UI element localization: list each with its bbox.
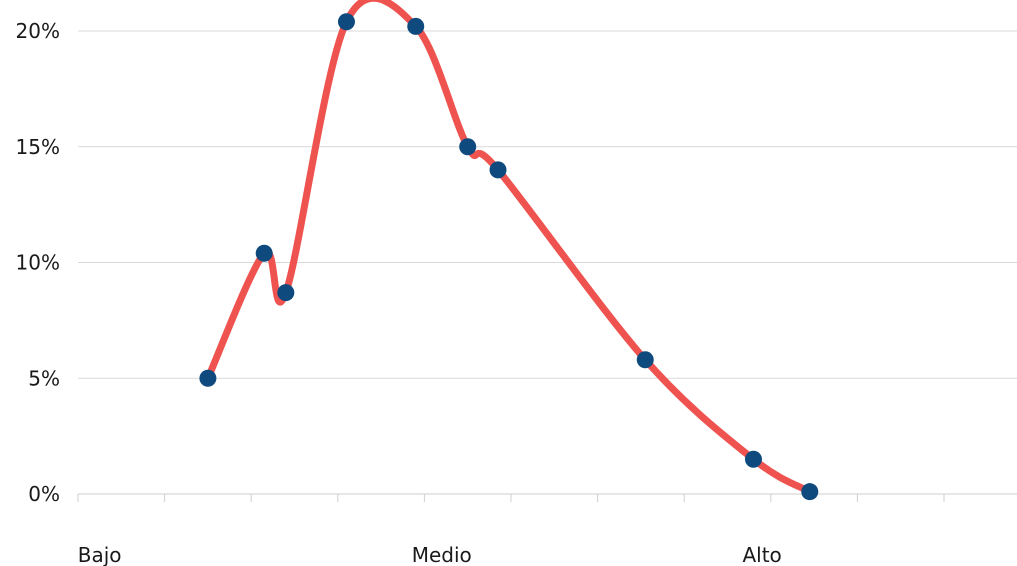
data-point[interactable]	[489, 161, 507, 179]
data-point[interactable]	[199, 369, 217, 387]
data-point[interactable]	[337, 13, 355, 31]
category-label: Alto	[742, 543, 781, 566]
y-tick-label: 20%	[16, 19, 60, 43]
data-point[interactable]	[277, 284, 295, 302]
data-point[interactable]	[459, 138, 477, 156]
y-tick-label: 5%	[28, 366, 60, 390]
data-point[interactable]	[801, 483, 819, 501]
series-line	[204, 0, 814, 496]
y-tick-label: 15%	[16, 135, 60, 159]
data-point[interactable]	[636, 351, 654, 369]
data-point[interactable]	[255, 244, 273, 262]
category-label: Medio	[412, 543, 472, 566]
data-point[interactable]	[744, 450, 762, 468]
data-point[interactable]	[407, 17, 425, 35]
category-label: Bajo	[78, 543, 122, 566]
y-tick-label: 0%	[28, 482, 60, 506]
y-tick-label: 10%	[16, 251, 60, 275]
